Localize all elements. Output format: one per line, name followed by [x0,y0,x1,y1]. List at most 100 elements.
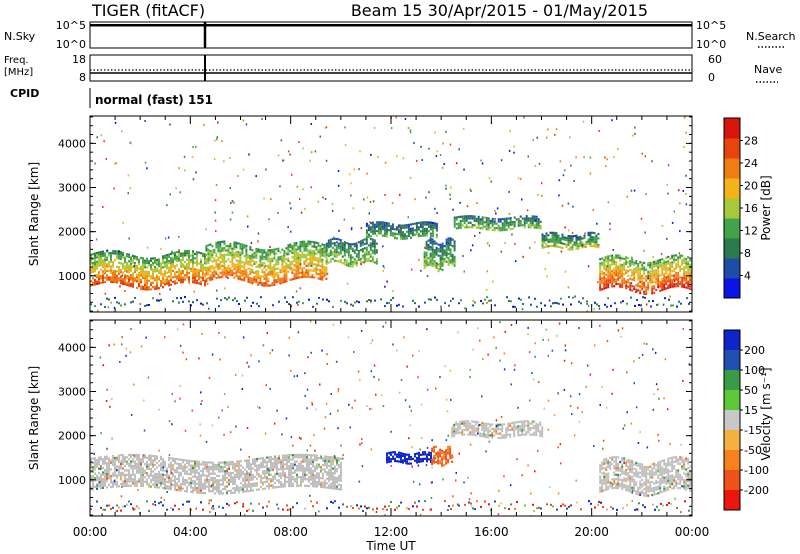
range-cell [303,267,306,270]
range-cell [657,283,660,286]
range-cell [160,464,162,467]
range-cell [182,280,184,284]
range-cell [122,278,124,281]
range-cell [108,457,110,460]
range-cell [146,478,148,481]
range-cell [110,479,112,482]
range-cell [262,463,264,466]
range-cell [124,465,126,468]
range-cell [170,268,172,271]
range-cell [685,273,688,276]
range-cell [156,274,158,277]
range-cell [188,477,190,480]
range-cell [271,275,274,278]
scatter-cell [352,207,355,210]
range-cell [215,270,218,273]
scatter-cell [114,121,117,124]
range-cell [186,258,188,261]
range-cell [689,281,692,284]
scatter-cell [133,265,135,268]
range-cell [100,465,102,468]
range-cell [249,255,252,258]
range-cell [455,218,458,221]
range-cell [275,274,278,277]
range-cell [310,482,312,485]
power-colorbar-tick-label: 16 [744,202,758,215]
range-cell [273,268,276,271]
range-cell [196,281,198,284]
noise-cell [354,301,356,304]
range-cell [200,480,202,483]
range-cell [282,483,284,486]
range-cell [667,260,670,263]
range-cell [316,474,318,477]
scatter-cell [146,246,149,249]
range-cell [300,453,302,457]
scatter-cell [383,266,385,269]
range-cell [663,283,666,286]
range-cell [365,248,368,252]
range-cell [235,246,238,249]
range-cell [242,486,244,489]
range-cell [300,467,302,470]
range-cell [375,221,378,224]
range-cell [290,469,292,472]
range-cell [108,260,110,264]
range-cell [156,269,158,273]
range-cell [280,465,282,468]
range-cell [250,476,252,479]
range-cell [106,479,108,482]
noise-cell [358,301,360,304]
range-cell [611,274,614,277]
range-cell [205,273,208,276]
range-cell [215,266,218,269]
range-cell [278,479,280,482]
range-cell [623,273,626,276]
range-cell [92,466,94,469]
range-cell [288,471,290,474]
range-cell [239,256,242,259]
range-cell [262,461,264,464]
range-cell [263,271,266,274]
range-cell [312,471,314,475]
range-cell [223,266,226,270]
range-cell [317,259,320,262]
range-cell [328,473,330,476]
range-cell [283,258,286,262]
range-cell [140,265,142,268]
range-cell [168,275,170,278]
range-cell [251,271,254,274]
range-cell [108,459,110,462]
range-cell [689,276,692,279]
range-cell [106,470,108,474]
range-cell [230,461,232,464]
range-cell [367,235,370,238]
range-cell [92,475,94,478]
range-cell [92,253,94,256]
range-cell [198,482,200,485]
range-cell [252,478,254,481]
range-cell [217,241,220,244]
noise-cell [610,304,612,307]
range-cell [142,473,144,477]
range-cell [190,490,192,493]
range-cell [136,278,138,281]
range-cell [234,465,236,468]
range-cell [507,226,510,229]
range-cell [625,256,628,259]
range-cell [273,277,276,280]
range-cell [627,265,630,268]
range-cell [124,456,126,459]
noise-cell [196,299,198,302]
range-cell [293,275,296,278]
range-cell [305,249,308,252]
range-cell [231,258,234,261]
range-cell [152,479,154,482]
range-cell [353,251,356,254]
range-cell [154,472,156,475]
range-cell [441,260,444,263]
range-cell [92,483,94,486]
range-cell [386,461,388,464]
scatter-cell [633,189,636,192]
range-cell [611,256,614,259]
